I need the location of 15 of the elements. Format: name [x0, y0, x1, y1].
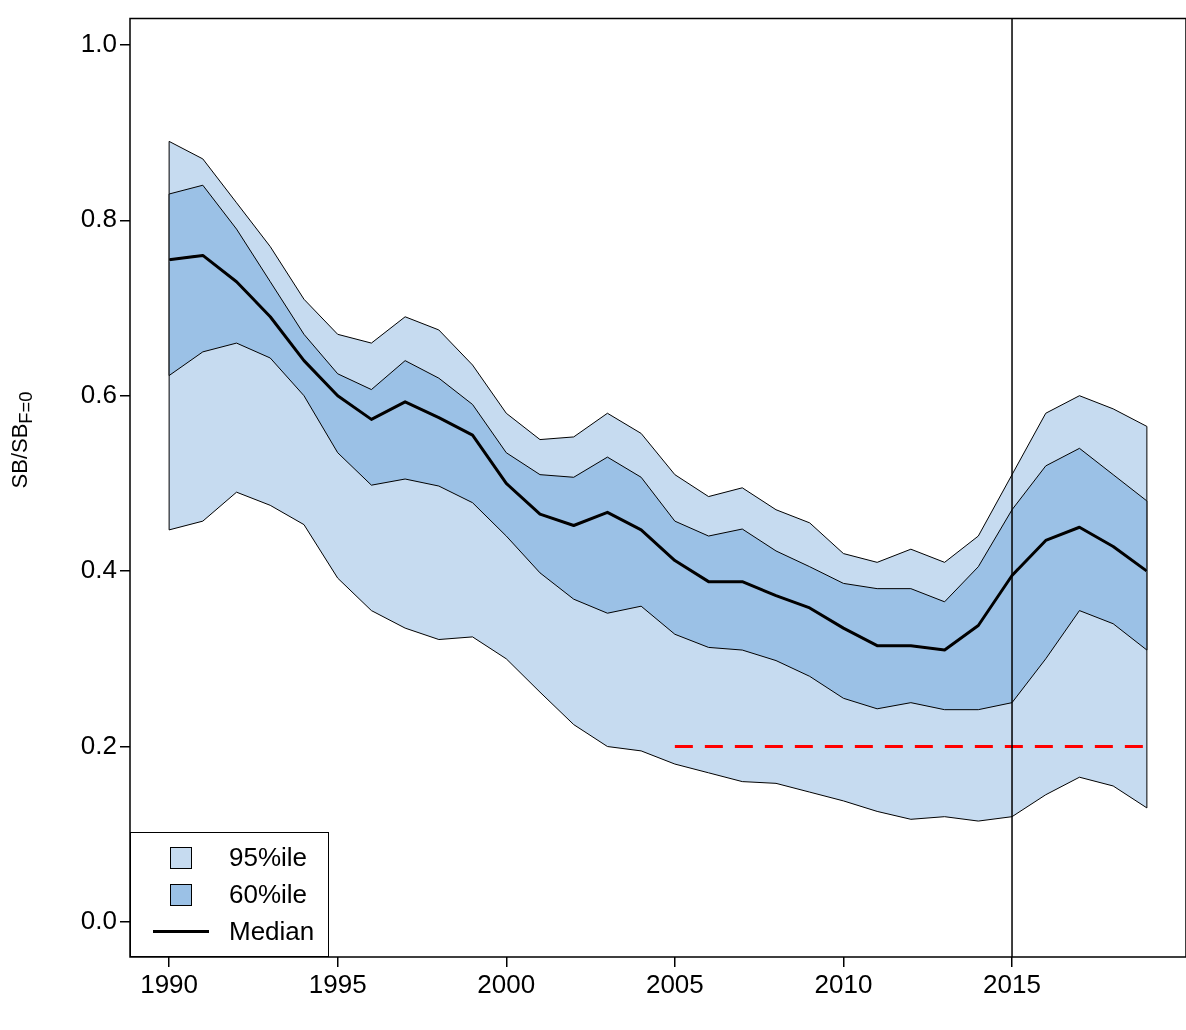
y-tick-label: 0.6 [80, 378, 117, 409]
y-tick-label: 0.2 [80, 729, 117, 760]
y-tick-label: 0.8 [80, 203, 117, 234]
x-tick-label: 2005 [645, 968, 704, 999]
x-tick-label: 1995 [308, 968, 367, 999]
y-tick-label: 1.0 [80, 28, 117, 59]
y-tick-label: 0.4 [80, 554, 117, 585]
x-tick-label: 1990 [140, 968, 199, 999]
x-tick-label: 2010 [814, 968, 873, 999]
legend-label: 60%ile [229, 879, 308, 910]
legend-label: Median [229, 916, 315, 947]
y-tick-label: 0.0 [80, 905, 117, 936]
x-tick-label: 2000 [477, 968, 536, 999]
x-tick-label: 2015 [983, 968, 1041, 999]
legend-label: 95%ile [229, 842, 308, 873]
